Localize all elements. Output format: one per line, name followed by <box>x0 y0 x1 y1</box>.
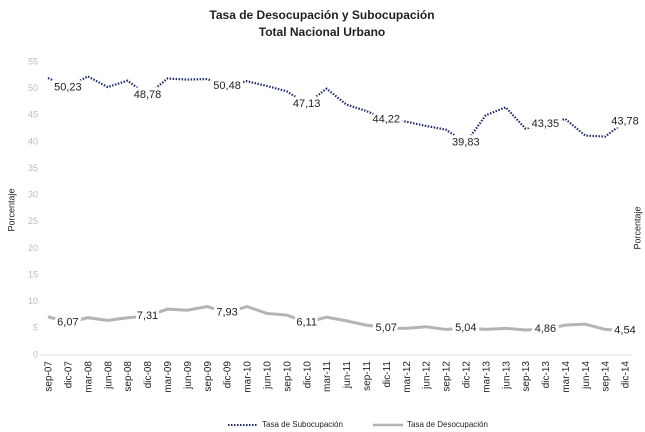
y-tick-label: 15 <box>28 269 38 279</box>
data-label: 44,22 <box>372 113 400 125</box>
x-tick-label: mar-11 <box>322 361 333 392</box>
x-tick-label: sep-08 <box>123 361 134 392</box>
data-label: 6,11 <box>296 316 317 328</box>
x-tick-label: sep-10 <box>282 361 293 392</box>
y-axis-label: Porcentaje <box>6 188 16 231</box>
y-tick-label: 55 <box>28 56 38 66</box>
x-tick-label: dic-11 <box>382 361 393 388</box>
x-tick-label: dic-10 <box>302 361 313 389</box>
x-tick-label: jun-14 <box>581 361 592 390</box>
data-label: 5,07 <box>376 322 397 334</box>
x-tick-label: sep-07 <box>44 361 55 392</box>
x-tick-label: sep-12 <box>442 361 453 392</box>
x-tick-label: jun-12 <box>422 361 433 390</box>
x-tick-label: mar-10 <box>243 361 254 393</box>
x-tick-label: sep-11 <box>362 361 373 391</box>
data-label: 7,31 <box>137 310 158 322</box>
data-line <box>47 304 626 333</box>
y2-axis-label: Porcentaje <box>632 206 642 249</box>
y-tick-label: 20 <box>28 243 38 253</box>
x-tick-label: mar-14 <box>561 361 572 393</box>
x-tick-label: dic-14 <box>621 361 632 389</box>
x-tick-label: dic-09 <box>223 361 234 389</box>
y-tick-label: 40 <box>28 136 38 146</box>
x-tick-label: mar-08 <box>83 361 94 393</box>
x-tick-label: dic-12 <box>461 361 472 389</box>
x-tick-label: dic-07 <box>64 361 75 389</box>
data-label: 50,48 <box>213 80 241 92</box>
x-tick-label: sep-14 <box>601 361 612 392</box>
data-label: 4,86 <box>535 323 556 335</box>
data-label: 6,07 <box>57 317 78 329</box>
data-label: 43,35 <box>532 118 560 130</box>
y-tick-label: 30 <box>28 190 38 200</box>
x-tick-label: mar-12 <box>402 361 413 393</box>
data-line <box>47 75 626 145</box>
x-tick-label: jun-10 <box>263 361 274 390</box>
legend-label: Tasa de Desocupación <box>407 420 488 429</box>
data-label: 47,13 <box>293 98 321 110</box>
chart-title: Tasa de Desocupación y Subocupación <box>209 8 434 22</box>
x-tick-label: dic-08 <box>143 361 154 389</box>
y-tick-label: 5 <box>33 323 38 333</box>
data-label: 43,78 <box>611 116 639 128</box>
data-label: 4,54 <box>614 325 635 337</box>
x-tick-label: jun-08 <box>103 361 114 390</box>
data-label: 50,23 <box>54 81 82 93</box>
x-tick-label: jun-13 <box>501 361 512 390</box>
y-tick-label: 35 <box>28 163 38 173</box>
chart-subtitle: Total Nacional Urbano <box>259 25 385 39</box>
x-tick-label: mar-13 <box>481 361 492 393</box>
y-tick-label: 0 <box>33 349 38 359</box>
x-tick-label: jun-09 <box>183 361 194 390</box>
x-tick-label: mar-09 <box>163 361 174 393</box>
data-label: 5,04 <box>455 322 476 334</box>
x-tick-label: sep-13 <box>521 361 532 392</box>
x-tick-label: dic-13 <box>541 361 552 389</box>
x-tick-label: sep-09 <box>203 361 214 392</box>
y-tick-label: 10 <box>28 296 38 306</box>
data-label: 7,93 <box>216 307 237 319</box>
y-tick-label: 50 <box>28 83 38 93</box>
data-label: 48,78 <box>134 89 162 101</box>
data-label: 39,83 <box>452 137 480 149</box>
y-tick-label: 45 <box>28 110 38 120</box>
x-tick-label: jun-11 <box>342 361 353 389</box>
y-tick-label: 25 <box>28 216 38 226</box>
legend-label: Tasa de Subocupación <box>262 420 343 429</box>
